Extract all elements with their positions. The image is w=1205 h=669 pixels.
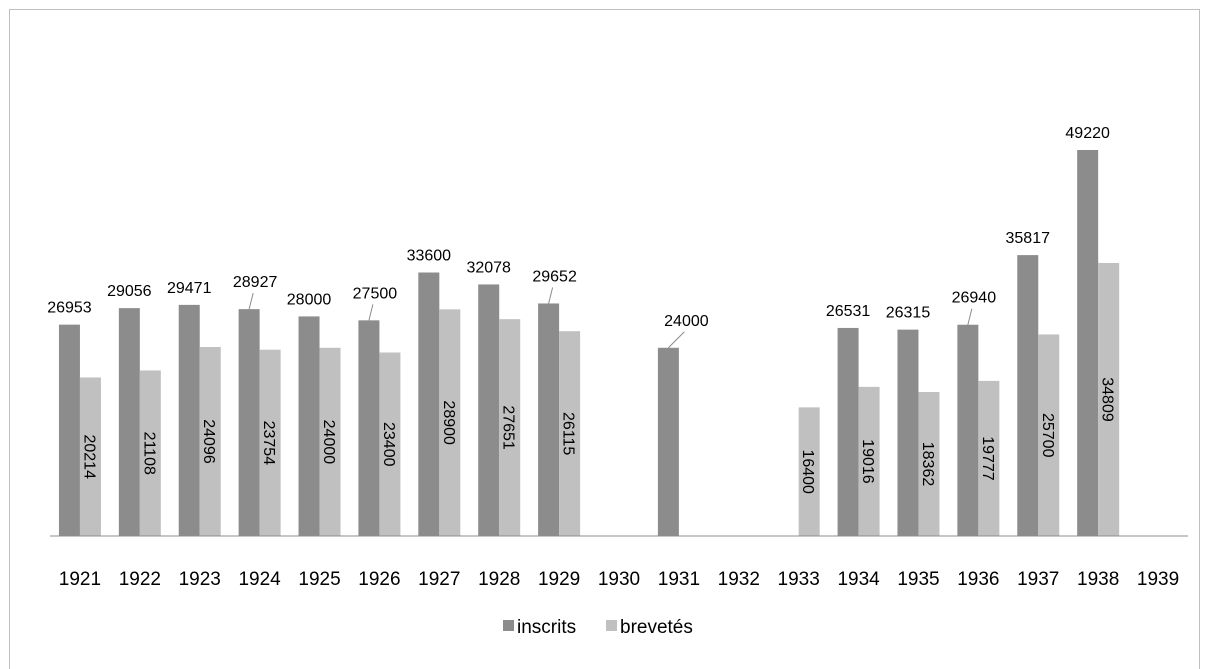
leader-line-inscrits-1929: [548, 287, 554, 304]
data-label-inscrits-1921: 26953: [47, 300, 92, 317]
x-tick-label-1931: 1931: [658, 569, 700, 590]
bar-brevetes-1921: [79, 377, 101, 536]
bar-brevetes-1934: [858, 386, 880, 536]
legend-label-inscrits: inscrits: [517, 617, 576, 638]
data-label-inscrits-1927: 33600: [407, 247, 452, 264]
leader-line-inscrits-1926: [368, 304, 374, 321]
bar-brevetes-1929: [559, 331, 581, 536]
leader-line-inscrits-1936: [967, 308, 973, 325]
x-tick-label-1922: 1922: [119, 569, 161, 590]
data-label-inscrits-1931: 24000: [664, 313, 709, 330]
bar-inscrits-1923: [178, 304, 200, 536]
x-tick-label-1939: 1939: [1137, 569, 1179, 590]
data-label-brevetes-1937: 25700: [1039, 413, 1056, 458]
legend: inscrits brevetés: [503, 617, 693, 638]
bar-inscrits-1922: [118, 308, 140, 536]
data-label-brevetes-1928: 27651: [500, 405, 517, 450]
bar-inscrits-1938: [1077, 150, 1099, 536]
x-tick-label-1937: 1937: [1017, 569, 1059, 590]
legend-swatch-inscrits: [503, 620, 514, 631]
data-label-brevetes-1933: 16400: [799, 449, 816, 494]
bar-brevetes-1938: [1098, 263, 1120, 536]
leader-lines-layer: [248, 287, 973, 349]
data-label-inscrits-1925: 28000: [287, 291, 332, 308]
bar-inscrits-1935: [897, 329, 919, 536]
data-label-inscrits-1935: 26315: [886, 305, 931, 322]
data-label-brevetes-1922: 21108: [140, 432, 157, 475]
data-label-brevetes-1924: 23754: [260, 421, 277, 466]
legend-label-brevetes: brevetés: [620, 617, 693, 638]
data-label-inscrits-1923: 29471: [167, 280, 212, 297]
x-tick-label-1921: 1921: [59, 569, 101, 590]
x-tick-label-1930: 1930: [598, 569, 640, 590]
x-tick-labels: 1921 1922 1923 1924 1925 1926 1927 1928 1929 1930…: [59, 569, 1179, 590]
data-label-inscrits-1924: 28927: [233, 274, 278, 291]
data-label-inscrits-1934: 26531: [826, 303, 871, 320]
bar-inscrits-1929: [538, 303, 560, 536]
x-tick-label-1936: 1936: [957, 569, 999, 590]
bar-brevetes-1923: [199, 347, 221, 536]
bar-inscrits-1921: [58, 324, 80, 536]
x-tick-label-1923: 1923: [179, 569, 221, 590]
bar-brevetes-1935: [918, 391, 940, 536]
data-label-brevetes-1938: 34809: [1099, 377, 1116, 422]
x-tick-label-1938: 1938: [1077, 569, 1119, 590]
data-label-inscrits-1922: 29056: [107, 283, 152, 300]
leader-line-inscrits-1931: [668, 331, 685, 349]
x-tick-label-1924: 1924: [238, 569, 281, 590]
x-tick-label-1934: 1934: [837, 569, 880, 590]
bar-brevetes-1925: [319, 347, 341, 536]
chart-frame: [9, 9, 1200, 669]
bar-brevetes-1928: [499, 319, 521, 536]
x-tick-label-1935: 1935: [897, 569, 939, 590]
bar-brevetes-1922: [139, 370, 161, 536]
data-label-brevetes-1925: 24000: [320, 420, 337, 465]
x-tick-label-1926: 1926: [358, 569, 400, 590]
bar-inscrits-1934: [837, 327, 859, 536]
leader-line-inscrits-1924: [248, 293, 254, 310]
bar-brevetes-1933: [798, 407, 820, 536]
data-label-brevetes-1923: 24096: [200, 419, 217, 464]
bar-inscrits-1927: [418, 272, 440, 536]
data-labels-layer: 26953 20214 29056 21108 29471 24096 28927 23754…: [47, 125, 1115, 494]
data-label-brevetes-1935: 18362: [919, 442, 936, 487]
data-label-brevetes-1936: 19777: [979, 436, 996, 481]
bar-brevetes-1936: [978, 380, 1000, 536]
data-label-inscrits-1928: 32078: [466, 259, 511, 276]
x-tick-label-1929: 1929: [538, 569, 580, 590]
bars-layer: [58, 150, 1120, 536]
bar-inscrits-1926: [358, 320, 380, 536]
bar-inscrits-1925: [298, 316, 320, 536]
bar-brevetes-1927: [439, 309, 461, 536]
x-tick-label-1933: 1933: [778, 569, 820, 590]
data-label-inscrits-1937: 35817: [1006, 230, 1051, 247]
x-tick-label-1925: 1925: [298, 569, 340, 590]
data-label-brevetes-1927: 28900: [440, 400, 457, 445]
bar-inscrits-1928: [478, 284, 500, 536]
x-tick-label-1928: 1928: [478, 569, 520, 590]
x-tick-label-1932: 1932: [718, 569, 760, 590]
data-label-brevetes-1929: 26115: [560, 412, 577, 455]
bar-brevetes-1924: [259, 349, 281, 536]
data-label-inscrits-1936: 26940: [952, 290, 997, 307]
data-label-inscrits-1938: 49220: [1065, 125, 1110, 142]
data-label-brevetes-1926: 23400: [380, 422, 397, 467]
data-label-inscrits-1929: 29652: [532, 268, 577, 285]
bar-inscrits-1937: [1017, 255, 1039, 536]
bar-inscrits-1936: [957, 324, 979, 536]
data-label-brevetes-1934: 19016: [859, 439, 876, 484]
data-label-brevetes-1921: 20214: [80, 434, 97, 479]
legend-swatch-brevetes: [606, 620, 617, 631]
x-tick-label-1927: 1927: [418, 569, 460, 590]
bar-inscrits-1931: [657, 347, 679, 536]
bar-brevetes-1926: [379, 352, 401, 536]
bar-inscrits-1924: [238, 309, 260, 536]
bar-brevetes-1937: [1038, 334, 1060, 536]
data-label-inscrits-1926: 27500: [353, 285, 398, 302]
